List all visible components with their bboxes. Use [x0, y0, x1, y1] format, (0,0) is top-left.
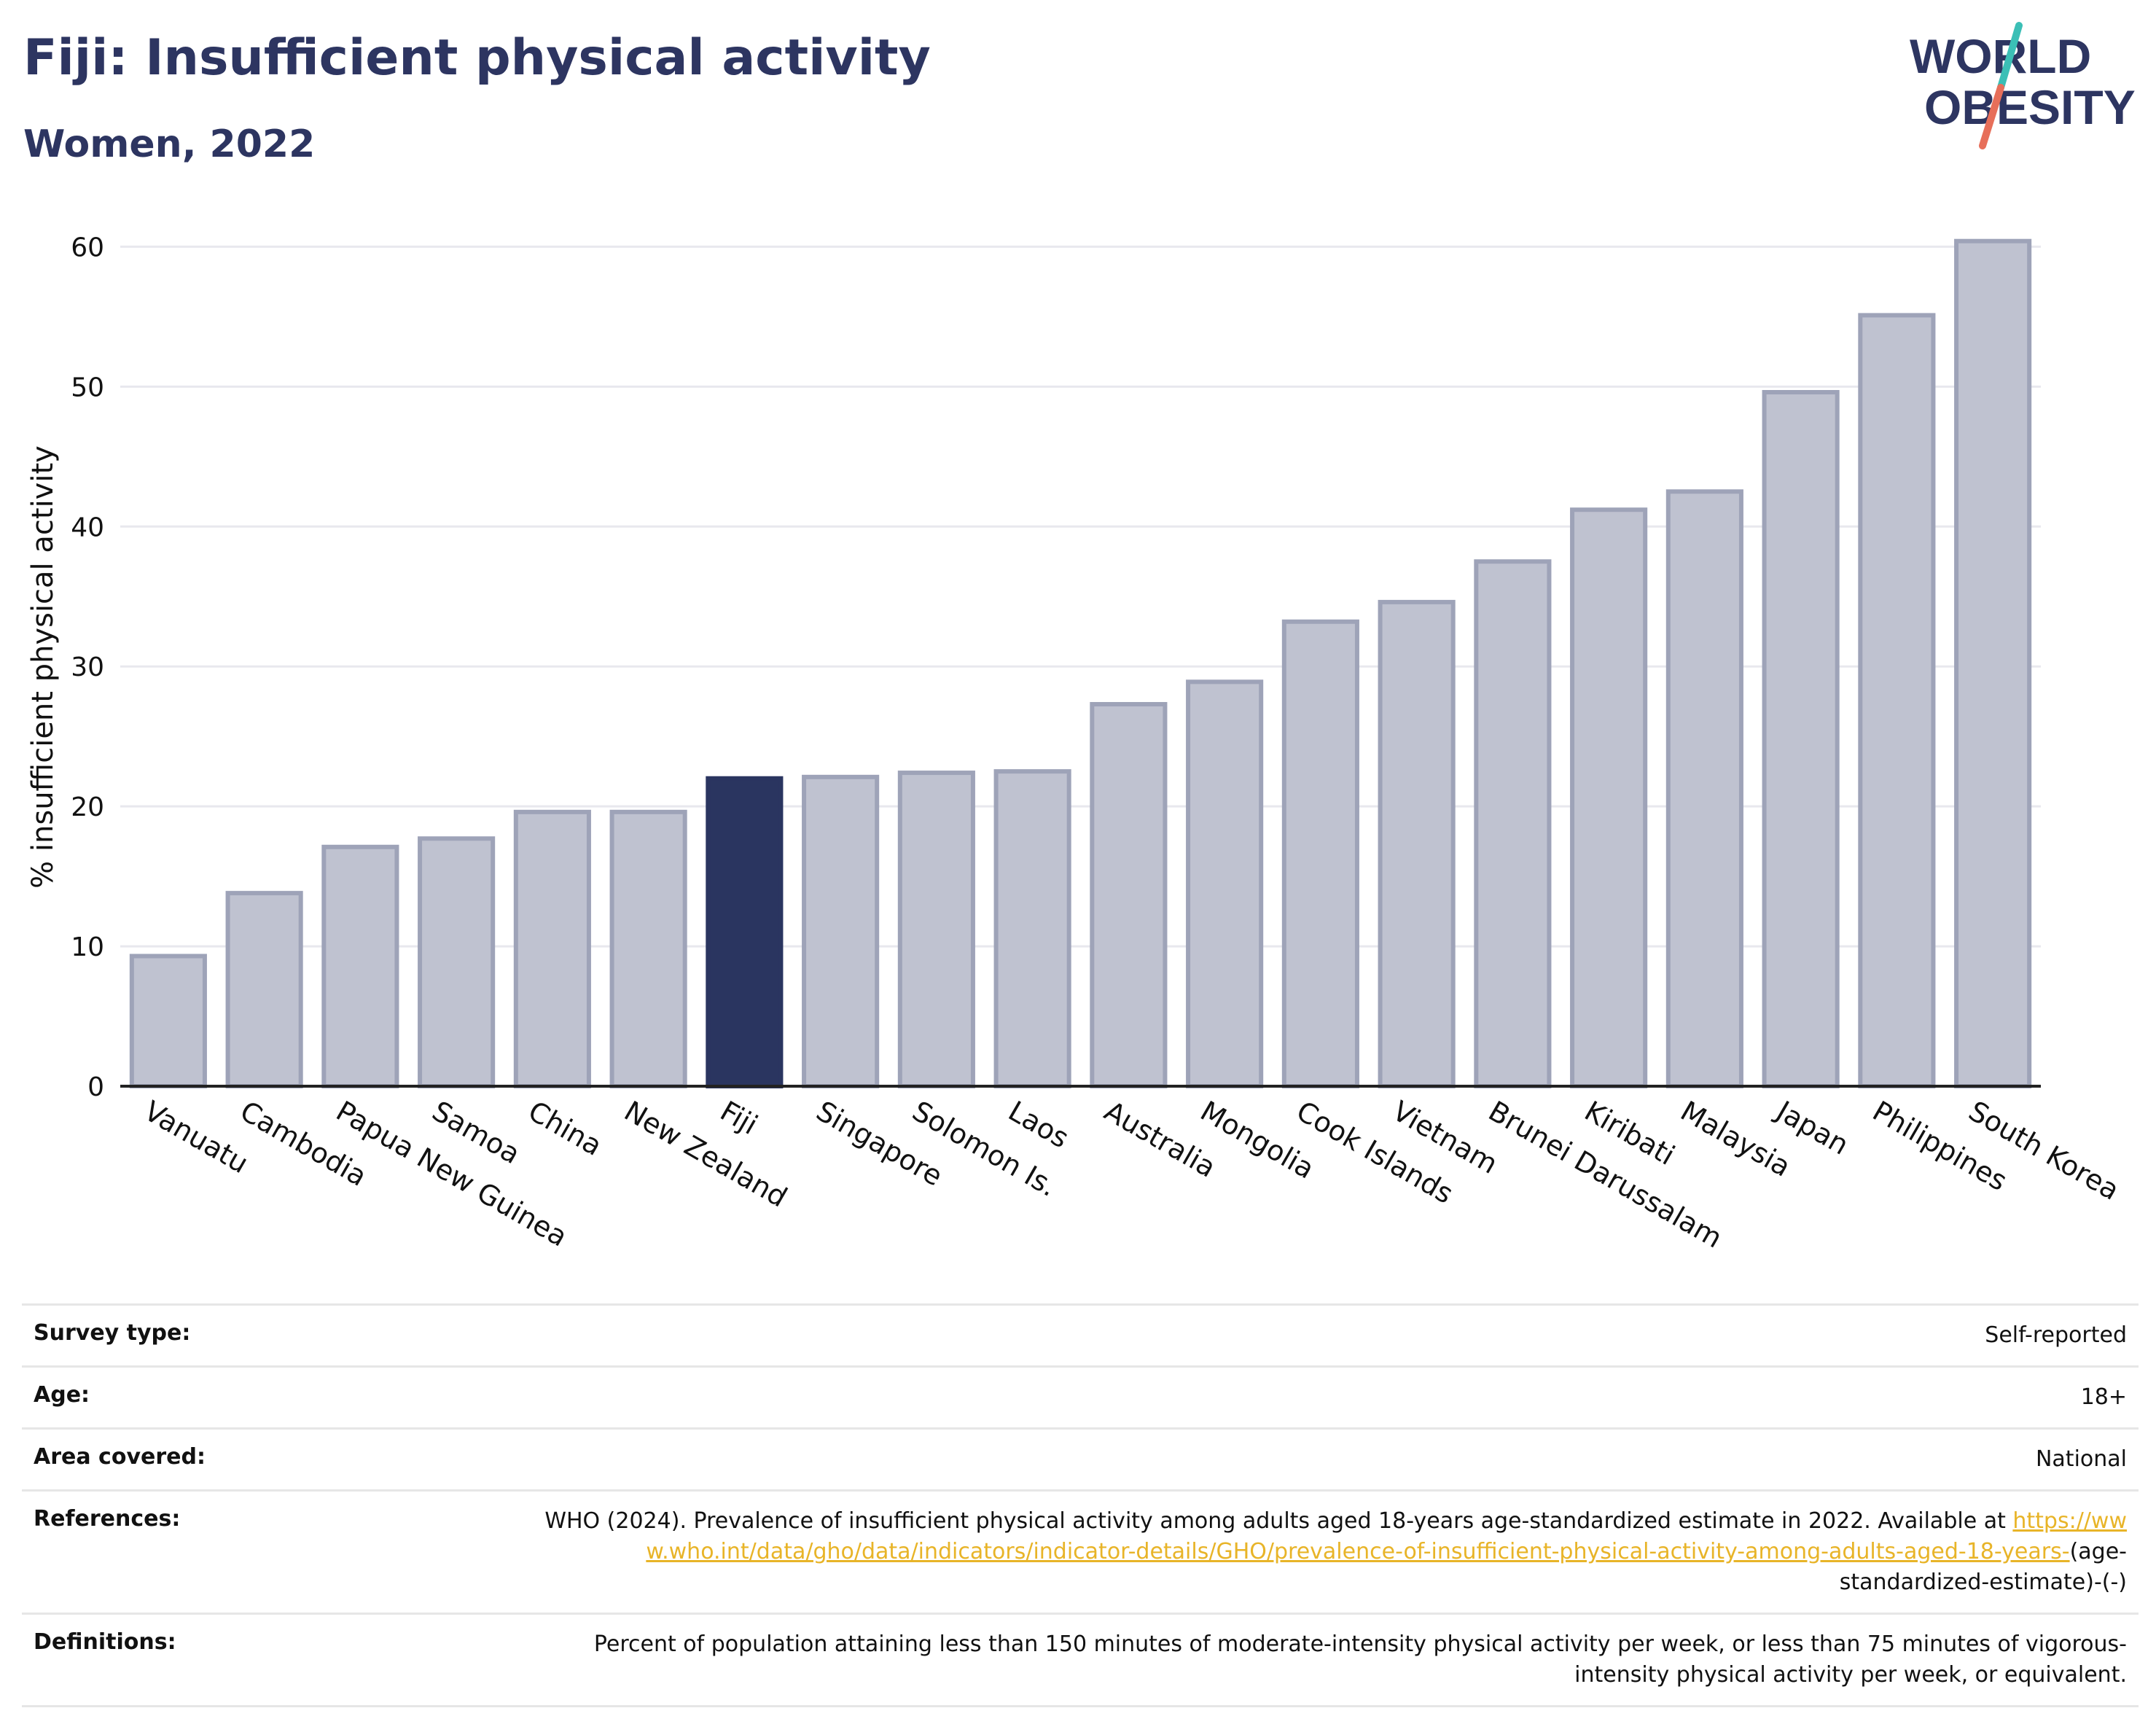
references-link[interactable]: https://www.who.int/data/gho/data/indica…: [646, 1508, 2127, 1564]
bar-papua-new-guinea: [321, 844, 399, 1089]
bar-cook-islands: [1281, 619, 1359, 1088]
survey-type-label: Survey type:: [34, 1320, 191, 1346]
x-tick-label: Vanuatu: [138, 1095, 254, 1180]
bar-philippines: [1858, 313, 1936, 1089]
definitions-value: Percent of population attaining less tha…: [593, 1631, 2127, 1688]
bar-samoa: [418, 836, 496, 1088]
y-tick-label: 30: [71, 652, 104, 682]
y-tick-label: 40: [71, 512, 104, 542]
y-tick-label: 0: [87, 1072, 104, 1102]
y-tick-label: 50: [71, 373, 104, 402]
y-tick-label: 60: [71, 233, 104, 262]
bar-malaysia: [1665, 489, 1743, 1089]
y-tick-label: 10: [71, 932, 104, 962]
references-suffix: (age-standardized-estimate)-(-): [1839, 1539, 2127, 1595]
meta-row-survey: Survey type: Self-reported: [22, 1303, 2139, 1365]
bar-vanuatu: [129, 954, 207, 1088]
x-tick-label: Laos: [1003, 1095, 1074, 1155]
bar-kiribati: [1570, 507, 1648, 1088]
x-tick-label: China: [523, 1095, 607, 1162]
age-label: Age:: [34, 1382, 90, 1408]
x-tick-label: Fiji: [715, 1095, 763, 1141]
bar-mongolia: [1186, 679, 1264, 1088]
area-covered-label: Area covered:: [34, 1444, 206, 1470]
page-title: Fiji: Insufficient physical activity: [23, 29, 931, 87]
bar-laos: [993, 769, 1071, 1088]
bar-brunei-darussalam: [1474, 559, 1552, 1088]
meta-row-area: Area covered: National: [22, 1427, 2139, 1489]
bar-south-korea: [1954, 238, 2032, 1088]
bar-cambodia: [225, 891, 303, 1088]
world-obesity-logo: WORLD OBESITY: [1910, 22, 2136, 149]
references-text: WHO (2024). Prevalence of insufficient p…: [544, 1508, 2006, 1534]
meta-row-age: Age: 18+: [22, 1365, 2139, 1427]
meta-row-definitions: Definitions: Percent of population attai…: [22, 1613, 2139, 1707]
bar-new-zealand: [609, 809, 687, 1088]
bar-australia: [1090, 702, 1168, 1088]
bar-solomon-is: [897, 771, 975, 1088]
logo-text-world: WORLD: [1910, 29, 2091, 83]
area-covered-value: National: [2035, 1446, 2127, 1472]
x-tick-label: Malaysia: [1675, 1095, 1796, 1183]
references-value: WHO (2024). Prevalence of insufficient p…: [523, 1506, 2127, 1598]
logo-slash-coral: [1979, 84, 2004, 149]
references-label: References:: [34, 1506, 181, 1532]
meta-row-references: References: WHO (2024). Prevalence of in…: [22, 1489, 2139, 1613]
bar-fiji: [706, 776, 784, 1088]
bar-japan: [1762, 390, 1840, 1088]
metadata-table: Survey type: Self-reported Age: 18+ Area…: [22, 1303, 2139, 1707]
definitions-label: Definitions:: [34, 1629, 176, 1655]
survey-type-value: Self-reported: [1985, 1322, 2127, 1348]
x-tick-label: New Zealand: [619, 1095, 792, 1214]
bar-singapore: [802, 774, 880, 1088]
logo-slash-teal: [1997, 22, 2023, 91]
y-tick-label: 20: [71, 792, 104, 822]
bar-vietnam: [1378, 599, 1456, 1088]
logo-text-obesity: OBESITY: [1924, 80, 2136, 134]
page-subtitle: Women, 2022: [23, 122, 316, 166]
y-axis-label: % insufficient physical activity: [26, 445, 60, 889]
bar-china: [513, 809, 591, 1088]
age-value: 18+: [2080, 1384, 2127, 1410]
